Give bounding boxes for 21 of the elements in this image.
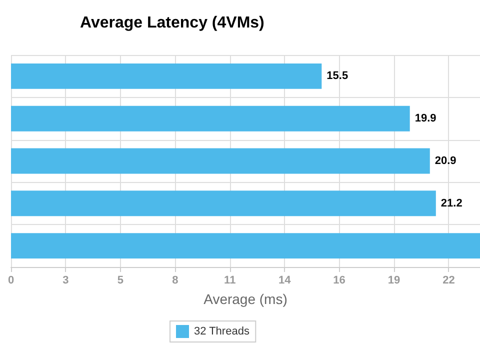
bar bbox=[11, 190, 436, 216]
x-tick-label: 5 bbox=[117, 274, 124, 286]
data-label: 20.9 bbox=[434, 155, 456, 167]
bar bbox=[11, 63, 322, 89]
data-label: 19.9 bbox=[414, 112, 436, 125]
chart-title: Average Latency (4VMs) bbox=[80, 14, 264, 32]
x-tick-label: 3 bbox=[62, 274, 69, 286]
bar bbox=[11, 148, 430, 174]
x-axis-title: Average (ms) bbox=[204, 291, 288, 307]
data-label: 21.2 bbox=[440, 197, 462, 210]
data-label: 15.5 bbox=[326, 70, 348, 82]
legend-label: 32 Threads bbox=[194, 326, 250, 338]
x-tick-label: 0 bbox=[8, 274, 14, 286]
x-tick-label: 19 bbox=[388, 274, 400, 286]
x-tick-label: 11 bbox=[224, 274, 236, 286]
x-tick-label: 22 bbox=[442, 274, 455, 286]
x-tick-label: 16 bbox=[333, 274, 346, 286]
bar bbox=[11, 233, 480, 259]
x-tick-label: 8 bbox=[172, 274, 178, 286]
bar bbox=[11, 106, 410, 132]
x-tick-label: 14 bbox=[278, 274, 292, 286]
